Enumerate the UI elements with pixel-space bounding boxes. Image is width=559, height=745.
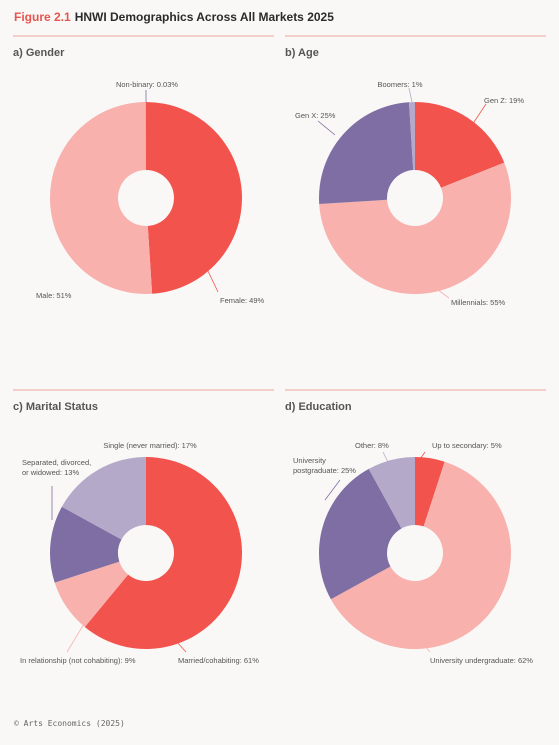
donut-slice [408,102,415,171]
slice-label: Gen Z: 19% [484,96,525,105]
slice-label: Male: 51% [36,291,72,300]
donut-slice [319,468,402,600]
donut-slice [54,561,129,627]
slice-label: Single (never married): 17% [103,441,197,450]
slice-label: University undergraduate: 62% [430,656,533,665]
slice-label: Married/cohabiting: 61% [178,656,259,665]
donut-slice [330,461,511,650]
leader-line [419,639,431,653]
leader-line [317,120,336,136]
donut-slice [84,457,242,649]
slice-label: Boomers: 1% [377,80,423,89]
slice-label: Other: 8% [355,441,389,450]
slice-label: Millennials: 55% [451,298,506,307]
figure-heading: Figure 2.1 HNWI Demographics Across All M… [14,10,334,24]
figure-title: HNWI Demographics Across All Markets 202… [74,10,334,24]
figure-label: Figure 2.1 [14,10,71,24]
slice-label: University postgraduate: 25% [293,456,356,475]
slice-label: Female: 49% [220,296,265,305]
leader-line [66,623,85,653]
slice-label: Up to secondary: 5% [432,441,502,450]
source-note: © Arts Economics (2025) [14,719,125,728]
panel-title: b) Age [285,47,319,59]
donut-slice [415,457,445,527]
donut-slice [415,102,505,188]
leader-line [382,451,393,471]
leader-line [206,268,219,293]
donut-slice [49,506,122,583]
slice-label: In relationship (not cohabiting): 9% [20,656,136,665]
leader-line [469,103,487,129]
leader-line [417,451,426,463]
donut-slice [50,102,153,294]
leader-line [408,87,413,103]
donut-slice [61,457,146,540]
leader-line [437,289,450,299]
slice-label: Gen X: 25% [295,111,336,120]
panel-title: c) Marital Status [13,401,98,413]
slice-label: Separated, divorced, or widowed: 13% [22,458,92,477]
donut-slice [146,101,243,294]
donut-slice [319,102,414,205]
leader-line [175,640,187,653]
donut-slice [319,162,511,295]
panel-title: d) Education [285,401,352,413]
slice-label: Non-binary: 0.03% [115,80,179,89]
panel-title: a) Gender [13,47,65,59]
donut-slice [368,457,415,529]
leader-line [324,479,341,501]
